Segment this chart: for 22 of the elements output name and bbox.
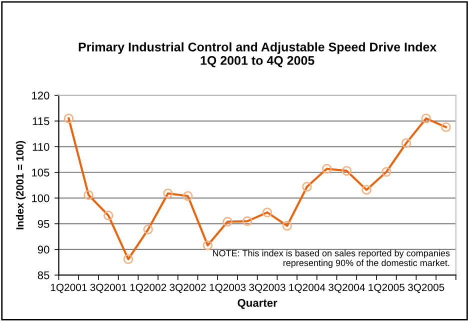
y-axis-title: Index (2001 = 100) [16,141,26,230]
y-tick-label: 90 [38,246,50,254]
x-tick-label: 3Q2001 [90,284,126,293]
x-tick-label: 1Q2005 [368,284,404,293]
y-tick-label: 85 [38,271,50,280]
x-tick-label: 1Q2002 [130,284,166,293]
x-tick-label: 3Q2003 [249,284,286,293]
y-tick-label: 115 [32,117,50,126]
x-tick-label: 1Q2003 [210,284,246,293]
x-tick-label: 1Q2004 [289,284,326,293]
x-tick-label: 1Q2001 [50,284,87,293]
y-tick-label: 105 [32,168,50,177]
y-tick-label: 110 [32,142,50,151]
annotation: NOTE: This index is based on sales reported by companies representing 90% of the domestic market. [213,250,450,268]
x-tick-label: 3Q2002 [170,284,206,293]
y-tick-label: 95 [38,220,50,228]
x-tick-label: 3Q2004 [328,284,365,293]
chart-title: Primary Industrial Control and Adjustable Speed Drive Index 1Q 2001 to 4Q 2005 [78,42,437,68]
x-tick-label: 3Q2005 [408,284,444,293]
y-tick-label: 120 [32,92,50,100]
y-tick-label: 100 [32,194,50,202]
x-axis-title: Quarter [238,298,278,309]
